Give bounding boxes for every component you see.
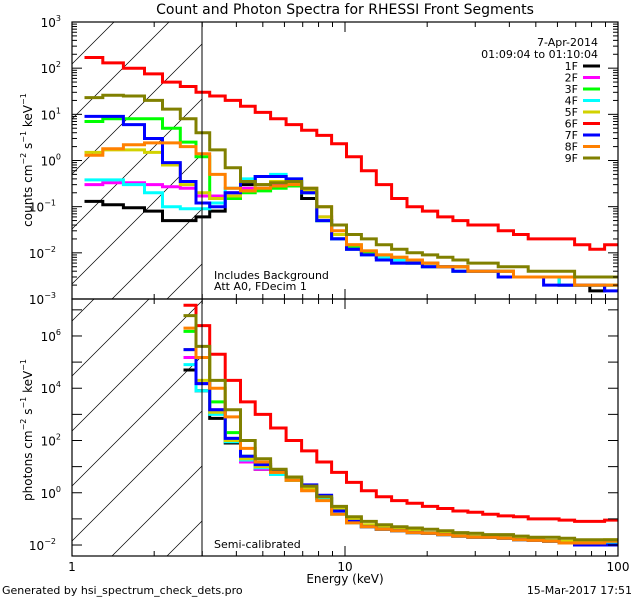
svg-text:counts cm−2 s−1 keV−1: counts cm−2 s−1 keV−1 bbox=[19, 93, 35, 227]
upper-y-tick-label: 10−3 bbox=[29, 291, 56, 307]
attenuator-note: Att A0, FDecim 1 bbox=[214, 280, 307, 293]
hatch-line bbox=[442, 156, 640, 556]
date-annotation: 7-Apr-2014 bbox=[537, 36, 598, 49]
generated-by-footer: Generated by hsi_spectrum_check_dets.pro bbox=[2, 584, 243, 597]
series-9F-lower bbox=[183, 314, 618, 542]
background-note: Includes Background bbox=[214, 269, 329, 282]
series-4F-lower bbox=[183, 363, 618, 545]
legend-label-5F: 5F bbox=[565, 106, 578, 119]
legend-label-2F: 2F bbox=[565, 72, 578, 85]
lower-y-tick-label: 104 bbox=[41, 380, 61, 396]
upper-y-tick-label: 103 bbox=[41, 14, 61, 30]
hatch-line bbox=[72, 43, 203, 175]
lower-y-tick-label: 100 bbox=[41, 485, 61, 501]
lower-y-tick-label: 10−2 bbox=[29, 537, 56, 553]
hatch-line bbox=[0, 156, 72, 556]
x-axis-label: Energy (keV) bbox=[306, 572, 383, 586]
series-9F-upper bbox=[84, 93, 618, 279]
hatch-line bbox=[111, 208, 203, 299]
hatch-line bbox=[166, 520, 203, 556]
axis-ticks bbox=[72, 21, 618, 556]
upper-y-tick-label: 101 bbox=[41, 106, 61, 122]
lower-y-tick-label: 102 bbox=[41, 432, 61, 448]
series-2F-lower bbox=[183, 356, 618, 545]
x-tick-label: 10 bbox=[337, 560, 352, 574]
upper-y-tick-label: 102 bbox=[41, 60, 61, 76]
upper-ylabel: counts cm−2 s−1 keV−1 bbox=[19, 93, 35, 227]
hatch-line bbox=[222, 156, 622, 556]
series-6F-upper bbox=[84, 56, 618, 251]
legend-label-4F: 4F bbox=[565, 95, 578, 108]
hatch-line bbox=[387, 156, 640, 556]
hatch-line bbox=[72, 300, 203, 432]
axis-tick-labels: 10−310−210−110010110210310−2100102104106… bbox=[29, 14, 630, 574]
upper-ylabel-counts: counts cm bbox=[21, 165, 35, 227]
hatch-line bbox=[0, 156, 127, 556]
legend-label-8F: 8F bbox=[565, 141, 578, 154]
chart-title: Count and Photon Spectra for RHESSI Fron… bbox=[156, 2, 534, 18]
legend-label-3F: 3F bbox=[565, 83, 578, 96]
hatch-line bbox=[72, 153, 203, 285]
hatch-line bbox=[72, 410, 203, 542]
hatch-line bbox=[111, 465, 203, 556]
series-5F-lower bbox=[183, 348, 618, 543]
time-range-annotation: 01:09:04 to 01:10:04 bbox=[481, 48, 598, 61]
lower-series-group bbox=[183, 303, 618, 547]
lower-ylabel: photons cm−2 s−1 keV−1 bbox=[19, 359, 35, 501]
upper-y-tick-label: 10−2 bbox=[29, 245, 56, 261]
upper-series-group bbox=[84, 56, 618, 293]
svg-text:photons cm−2 s−1 keV−1: photons cm−2 s−1 keV−1 bbox=[19, 359, 35, 501]
series-8F-lower bbox=[183, 326, 618, 545]
series-5F-upper bbox=[84, 148, 618, 287]
legend-label-6F: 6F bbox=[565, 118, 578, 131]
x-tick-label: 1 bbox=[68, 560, 76, 574]
legend-label-7F: 7F bbox=[565, 129, 578, 142]
lower-y-tick-label: 106 bbox=[41, 328, 61, 344]
hatch-line bbox=[72, 299, 150, 377]
legend-label-1F: 1F bbox=[565, 60, 578, 73]
upper-y-tick-label: 100 bbox=[41, 153, 61, 169]
series-3F-lower bbox=[183, 329, 618, 545]
semi-calibrated-note: Semi-calibrated bbox=[214, 538, 301, 551]
series-8F-upper bbox=[84, 141, 618, 287]
timestamp-footer: 15-Mar-2017 17:51 bbox=[527, 584, 632, 597]
series-6F-lower bbox=[183, 303, 618, 523]
legend-label-9F: 9F bbox=[565, 152, 578, 165]
series-7F-upper bbox=[84, 114, 618, 293]
x-tick-label: 100 bbox=[607, 560, 630, 574]
